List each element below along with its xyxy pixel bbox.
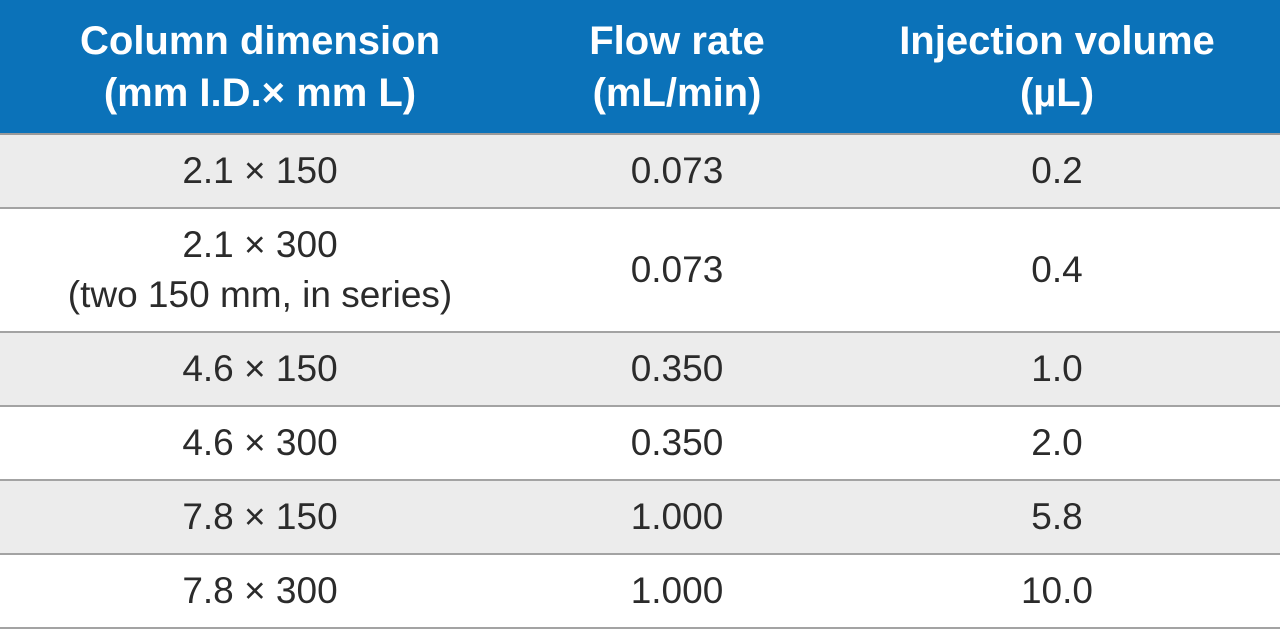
cell-text: 4.6 × 300: [182, 422, 338, 463]
cell-text: (mm I.D.× mm L): [103, 70, 417, 115]
cell-text: 7.8 × 300: [182, 570, 338, 611]
table-cell: 0.073: [520, 209, 834, 333]
table-cell: 4.6 × 300: [0, 407, 520, 481]
cell-text: (µL): [1019, 70, 1095, 115]
cell-text: 2.1 × 150: [182, 150, 338, 191]
cell-text: 2.0: [1031, 422, 1083, 463]
cell-text: 10.0: [1020, 570, 1093, 611]
cell-text: Column dimension: [80, 18, 440, 63]
table-cell: 10.0: [834, 555, 1280, 629]
header-cell: Column dimension (mm I.D.× mm L): [0, 0, 520, 135]
table-cell: 1.0: [834, 333, 1280, 407]
cell-text: 0.2: [1031, 150, 1083, 191]
cell-text: 0.073: [630, 150, 724, 191]
cell-text: 7.8 × 150: [182, 496, 338, 537]
cell-text: 0.350: [630, 348, 724, 389]
table-cell: 0.2: [834, 135, 1280, 209]
table-cell: 5.8: [834, 481, 1280, 555]
table-cell: 2.0: [834, 407, 1280, 481]
cell-text: 0.350: [630, 422, 724, 463]
cell-text: 5.8: [1031, 496, 1083, 537]
table: Column dimension (mm I.D.× mm L) Flow rate…: [0, 0, 1280, 629]
table-cell: 0.350: [520, 407, 834, 481]
table-cell: 0.4: [834, 209, 1280, 333]
cell-text: 0.4: [1031, 249, 1083, 290]
cell-text: 2.1 × 300: [182, 224, 338, 265]
cell-text: 1.000: [630, 496, 724, 537]
cell-text: Flow rate: [589, 18, 765, 63]
cell-text: (two 150 mm, in series): [67, 274, 453, 315]
cell-text: 1.000: [630, 570, 724, 611]
cell-text: Injection volume: [899, 18, 1215, 63]
header-cell: Injection volume (µL): [834, 0, 1280, 135]
table-cell: 1.000: [520, 481, 834, 555]
table-cell: 7.8 × 300: [0, 555, 520, 629]
table-cell: 4.6 × 150: [0, 333, 520, 407]
cell-text: 1.0: [1031, 348, 1083, 389]
table-cell: 7.8 × 150: [0, 481, 520, 555]
header-cell: Flow rate (mL/min): [520, 0, 834, 135]
cell-text: 4.6 × 150: [182, 348, 338, 389]
table-cell: 2.1 × 300 (two 150 mm, in series): [0, 209, 520, 333]
cell-text: (mL/min): [592, 70, 762, 115]
cell-text: 0.073: [630, 249, 724, 290]
table-cell: 1.000: [520, 555, 834, 629]
table-cell: 0.350: [520, 333, 834, 407]
table-cell: 2.1 × 150: [0, 135, 520, 209]
table-cell: 0.073: [520, 135, 834, 209]
